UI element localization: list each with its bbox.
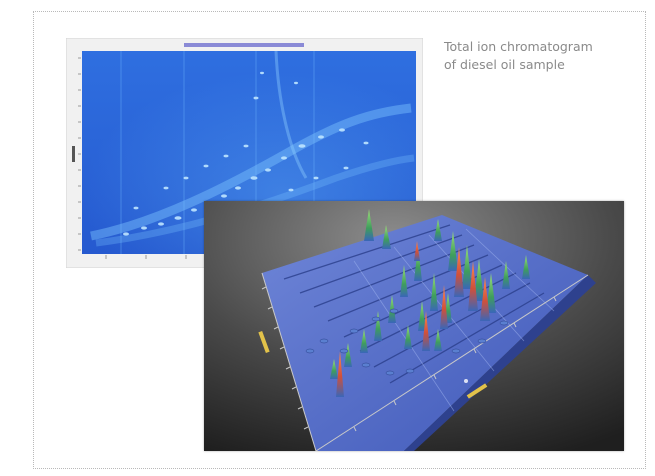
image-caption: Total ion chromatogram of diesel oil sam… [444, 38, 639, 74]
content-frame [33, 11, 646, 469]
caption-line-2: of diesel oil sample [444, 57, 565, 72]
caption-line-1: Total ion chromatogram [444, 39, 593, 54]
chromatogram-3d-surface-image [204, 201, 624, 451]
